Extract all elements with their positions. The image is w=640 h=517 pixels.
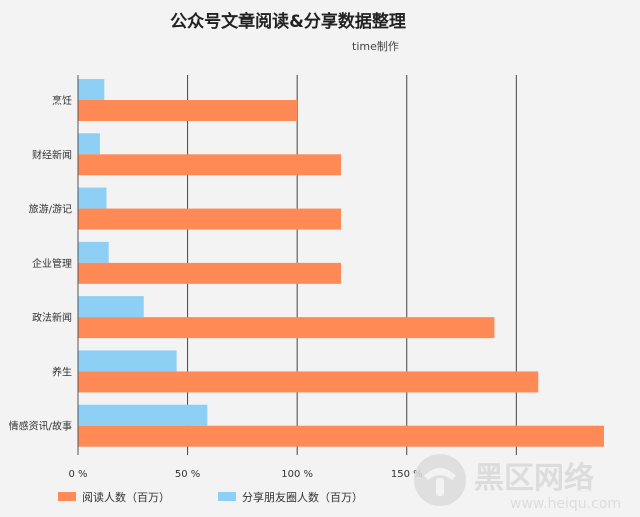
legend-label-1: 分享朋友圈人数（百万）: [242, 490, 363, 504]
bar-share-0: [78, 79, 105, 100]
bar-share-4: [78, 296, 144, 318]
tick-label-2: 100 %: [281, 469, 313, 480]
bar-share-2: [78, 187, 107, 209]
tick-labels: 0 % 50 % 100 % 150 %: [68, 469, 422, 480]
category-label-1: 财经新闻: [32, 148, 72, 161]
bars: [78, 79, 604, 447]
category-label-5: 养生: [52, 365, 72, 378]
category-label-0: 烹饪: [52, 94, 72, 107]
bar-read-4: [78, 317, 495, 339]
bar-share-3: [78, 241, 109, 263]
category-label-3: 企业管理: [32, 257, 72, 270]
legend-swatch-1: [218, 492, 236, 501]
bar-read-3: [78, 262, 341, 284]
chart-title: 公众号文章阅读&分享数据整理: [170, 11, 406, 32]
tick-label-0: 0 %: [68, 469, 87, 480]
bar-share-6: [78, 404, 208, 426]
watermark: 黑区网络 www.heiqu.com: [414, 454, 621, 512]
category-label-2: 旅游/游记: [29, 203, 72, 216]
bar-read-1: [78, 154, 341, 176]
tick-label-1: 50 %: [175, 469, 200, 480]
bar-read-2: [78, 208, 341, 230]
category-label-4: 政法新闻: [32, 311, 72, 324]
tick-label-3: 150 %: [391, 469, 423, 480]
bar-read-6: [78, 425, 604, 447]
legend-label-0: 阅读人数（百万）: [82, 490, 170, 504]
category-label-6: 情感资讯/故事: [9, 420, 72, 433]
chart-subtitle: time制作: [352, 40, 399, 53]
legend: 阅读人数（百万） 分享朋友圈人数（百万）: [58, 490, 363, 504]
bar-read-0: [78, 100, 298, 121]
bar-share-1: [78, 133, 100, 155]
bar-share-5: [78, 350, 177, 372]
bar-read-5: [78, 371, 539, 393]
legend-swatch-0: [58, 492, 76, 501]
watermark-url: www.heiqu.com: [510, 496, 621, 512]
watermark-text: 黑区网络: [474, 461, 594, 496]
